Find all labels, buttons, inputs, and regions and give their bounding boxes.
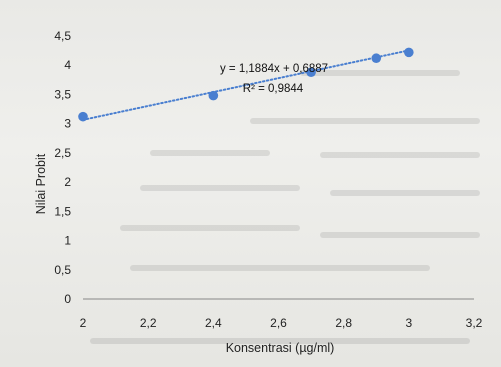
y-tick-label: 2,5: [54, 146, 71, 160]
x-tick-label: 2,4: [205, 316, 222, 330]
y-tick-label: 2: [64, 175, 71, 189]
x-tick-label: 2: [80, 316, 87, 330]
x-tick-label: 2,2: [140, 316, 157, 330]
y-tick-label: 1: [64, 234, 71, 248]
y-tick-label: 4: [64, 58, 71, 72]
y-tick-label: 3: [64, 117, 71, 131]
y-tick-label: 3,5: [54, 87, 71, 101]
data-points: [78, 47, 414, 122]
trendline: [82, 49, 410, 121]
y-tick-label: 0,5: [54, 263, 71, 277]
x-tick-label: 3,2: [466, 316, 483, 330]
data-point: [208, 90, 219, 101]
x-tick-labels: 2 2,2 2,4 2,6 2,8 3 3,2: [80, 316, 483, 330]
y-axis-title: Nilai Probit: [34, 153, 48, 214]
trendline-r2: R² = 0,9844: [243, 83, 304, 95]
data-point: [78, 111, 88, 122]
data-point: [306, 67, 316, 78]
x-tick-label: 2,6: [270, 316, 287, 330]
data-point: [404, 47, 414, 58]
y-tick-label: 0: [64, 292, 71, 306]
y-tick-labels: 0 0,5 1 1,5 2 2,5 3 3,5 4 4,5: [54, 29, 71, 306]
y-tick-label: 4,5: [54, 29, 71, 43]
y-tick-label: 1,5: [54, 204, 71, 218]
x-axis-title: Konsentrasi (µg/ml): [226, 341, 335, 355]
trendline-equation: y = 1,1884x + 0,6887: [220, 63, 328, 75]
x-tick-label: 3: [405, 316, 412, 330]
x-tick-label: 2,8: [335, 316, 352, 330]
data-point: [371, 53, 382, 64]
